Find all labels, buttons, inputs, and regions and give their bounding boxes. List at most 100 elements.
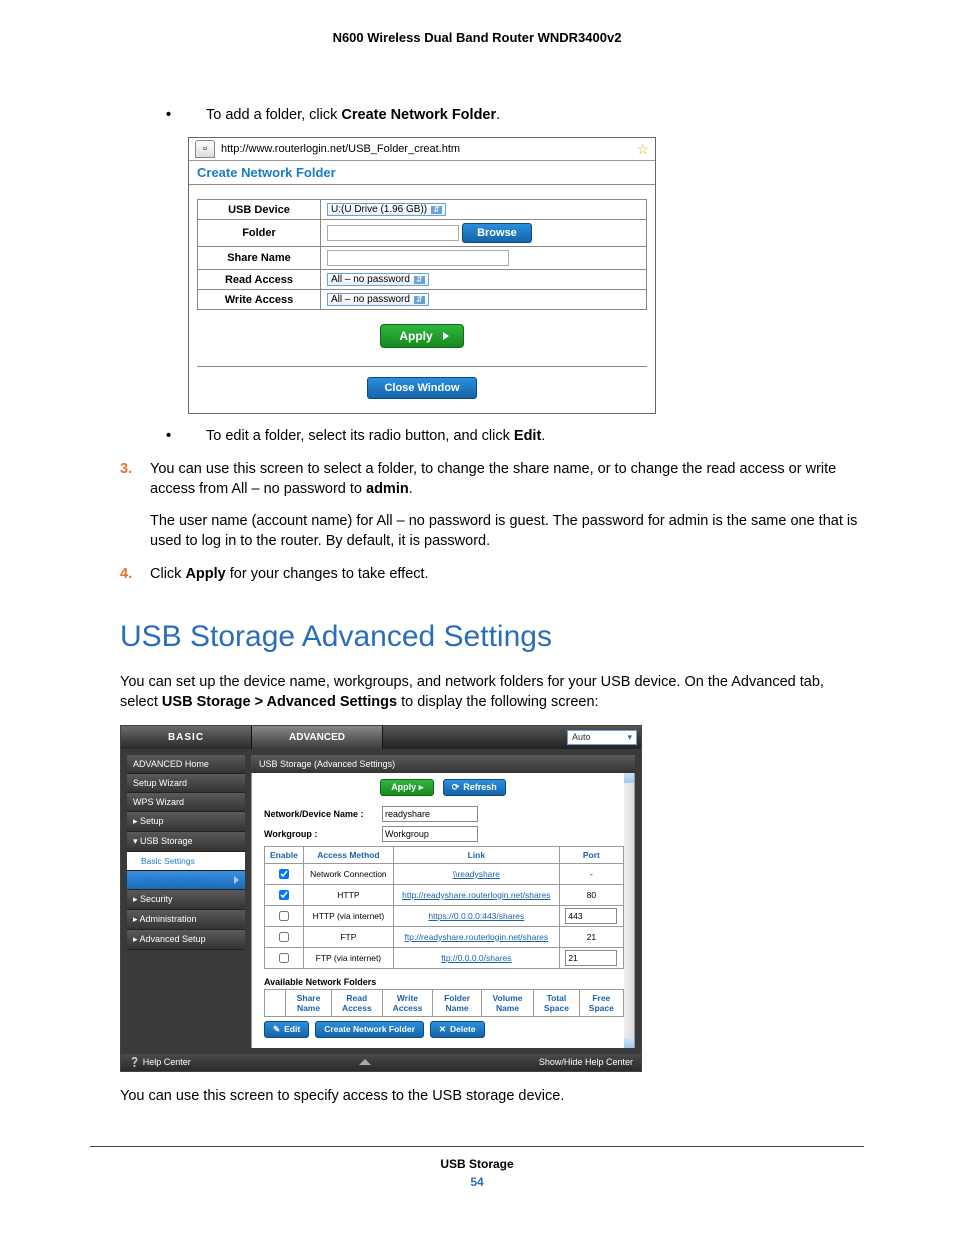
method-cell: Network Connection — [303, 863, 393, 884]
device-name-label: Network/Device Name : — [264, 809, 374, 819]
close-window-button[interactable]: Close Window — [367, 377, 476, 399]
bullet-edit-folder: • To edit a folder, select its radio but… — [148, 426, 864, 446]
refresh-button[interactable]: ⟳ Refresh — [443, 779, 506, 796]
write-access-label: Write Access — [198, 290, 321, 310]
bullet-add-folder: • To add a folder, click Create Network … — [148, 105, 864, 125]
sidebar-nav: ADVANCED HomeSetup WizardWPS Wizard▸ Set… — [127, 755, 245, 1048]
port-input[interactable] — [565, 950, 617, 966]
device-name-input[interactable] — [382, 806, 478, 822]
step3-a: You can use this screen to select a fold… — [150, 461, 836, 497]
help-center-link[interactable]: ❔ Help Center — [129, 1057, 191, 1068]
intro2-bold: USB Storage > Advanced Settings — [162, 694, 397, 710]
select-arrows-icon: ⇵ — [431, 206, 442, 214]
browse-button[interactable]: Browse — [462, 223, 532, 243]
bullet1-bold: Create Network Folder — [341, 107, 496, 123]
read-access-label: Read Access — [198, 270, 321, 290]
step-3-paragraph-2: The user name (account name) for All – n… — [150, 511, 864, 552]
usb-device-select[interactable]: U:(U Drive (1.96 GB)) ⇵ — [327, 203, 446, 216]
intro2: You can set up the device name, workgrou… — [120, 672, 864, 713]
share-name-label: Share Name — [198, 247, 321, 270]
available-folders-table: Share Name Read Access Write Access Fold… — [264, 989, 624, 1017]
table-row: FTPftp://readyshare.routerlogin.net/shar… — [265, 926, 624, 947]
step4-bold: Apply — [185, 566, 225, 582]
favorite-star-icon[interactable]: ☆ — [636, 141, 649, 158]
bullet1-suffix: . — [496, 107, 500, 123]
table-row: FTP (via internet) ftp://0.0.0.0/shares — [265, 947, 624, 968]
enable-checkbox[interactable] — [279, 932, 289, 942]
access-link[interactable]: ftp://readyshare.routerlogin.net/shares — [405, 932, 549, 942]
read-access-select[interactable]: All – no password ⇵ — [327, 273, 429, 286]
sidebar-item[interactable]: WPS Wizard — [127, 793, 245, 812]
tab-basic[interactable]: BASIC — [121, 726, 251, 749]
sidebar-item[interactable]: ▾ USB Storage — [127, 832, 245, 852]
sidebar-item[interactable]: ▸ Setup — [127, 812, 245, 832]
help-icon: ❔ — [129, 1057, 140, 1067]
enable-checkbox[interactable] — [279, 890, 289, 900]
delete-folder-button[interactable]: ✕ Delete — [430, 1021, 485, 1038]
show-hide-help-link[interactable]: Show/Hide Help Center — [539, 1057, 633, 1067]
sidebar-item[interactable]: ▸ Security — [127, 890, 245, 910]
section-heading: USB Storage Advanced Settings — [120, 620, 864, 654]
th-enable: Enable — [265, 846, 304, 863]
bullet2-prefix: To edit a folder, select its radio butto… — [206, 428, 514, 444]
edit-folder-button[interactable]: ✎ Edit — [264, 1021, 309, 1038]
create-folder-button[interactable]: Create Network Folder — [315, 1021, 424, 1038]
access-link[interactable]: https://0.0.0.0:443/shares — [428, 911, 524, 921]
step3-b: . — [409, 481, 413, 497]
dialog-title: Create Network Folder — [189, 161, 655, 185]
apply-button[interactable]: Apply — [380, 324, 463, 348]
sidebar-item[interactable]: ▸ Advanced Setup — [127, 930, 245, 950]
grip-icon — [359, 1059, 371, 1065]
folder-label: Folder — [198, 220, 321, 247]
access-link[interactable]: ftp://0.0.0.0/shares — [441, 953, 511, 963]
bullet2-suffix: . — [541, 428, 545, 444]
select-arrows-icon: ⇵ — [414, 296, 425, 304]
th-total: Total Space — [534, 989, 579, 1016]
tab-advanced[interactable]: ADVANCED — [251, 726, 383, 749]
sidebar-item-selected[interactable]: Advanced Settings — [127, 871, 245, 890]
access-link[interactable]: \\readyshare — [453, 869, 500, 879]
chevron-right-icon — [234, 876, 239, 884]
method-cell: HTTP — [303, 884, 393, 905]
workgroup-input[interactable] — [382, 826, 478, 842]
refresh-label: Refresh — [463, 782, 497, 792]
dialog-url-bar: ▫ http://www.routerlogin.net/USB_Folder_… — [189, 138, 655, 161]
step4-b: for your changes to take effect. — [226, 566, 429, 582]
enable-checkbox[interactable] — [279, 911, 289, 921]
sidebar-item[interactable]: Basic Settings — [127, 852, 245, 871]
sidebar-item[interactable]: ADVANCED Home — [127, 755, 245, 774]
access-methods-table: Enable Access Method Link Port Network C… — [264, 846, 624, 969]
outro-text: You can use this screen to specify acces… — [120, 1086, 864, 1106]
page-footer: USB Storage 54 — [90, 1146, 864, 1189]
method-cell: FTP (via internet) — [303, 947, 393, 968]
th-free: Free Space — [579, 989, 623, 1016]
sidebar-item[interactable]: Setup Wizard — [127, 774, 245, 793]
main-panel: USB Storage (Advanced Settings) Apply ▸ … — [251, 755, 635, 1048]
auto-select[interactable]: Auto ▾ — [567, 730, 637, 745]
th-volume: Volume Name — [481, 989, 534, 1016]
th-write: Write Access — [382, 989, 433, 1016]
dialog-form-table: USB Device U:(U Drive (1.96 GB)) ⇵ Folde… — [197, 199, 647, 310]
folder-input[interactable] — [327, 225, 459, 241]
scrollbar[interactable] — [624, 773, 634, 1048]
table-row: HTTP (via internet)https://0.0.0.0:443/s… — [265, 905, 624, 926]
doc-header: N600 Wireless Dual Band Router WNDR3400v… — [90, 30, 864, 45]
delete-label: Delete — [450, 1024, 476, 1034]
browser-tab-icon: ▫ — [195, 140, 215, 158]
bullet1-prefix: To add a folder, click — [206, 107, 341, 123]
write-access-select[interactable]: All – no password ⇵ — [327, 293, 429, 306]
share-name-input[interactable] — [327, 250, 509, 266]
th-method: Access Method — [303, 846, 393, 863]
top-tabs: BASIC ADVANCED Auto ▾ — [121, 726, 641, 749]
apply-button-2[interactable]: Apply ▸ — [380, 779, 434, 796]
enable-checkbox[interactable] — [279, 953, 289, 963]
th-link: Link — [393, 846, 559, 863]
play-tri-icon — [443, 332, 449, 340]
sidebar-item[interactable]: ▸ Administration — [127, 910, 245, 930]
access-link[interactable]: http://readyshare.routerlogin.net/shares — [402, 890, 550, 900]
enable-checkbox[interactable] — [279, 869, 289, 879]
port-input[interactable] — [565, 908, 617, 924]
apply-label-2: Apply ▸ — [391, 782, 423, 793]
help-center-label: Help Center — [143, 1057, 191, 1067]
port-cell: 21 — [559, 926, 623, 947]
